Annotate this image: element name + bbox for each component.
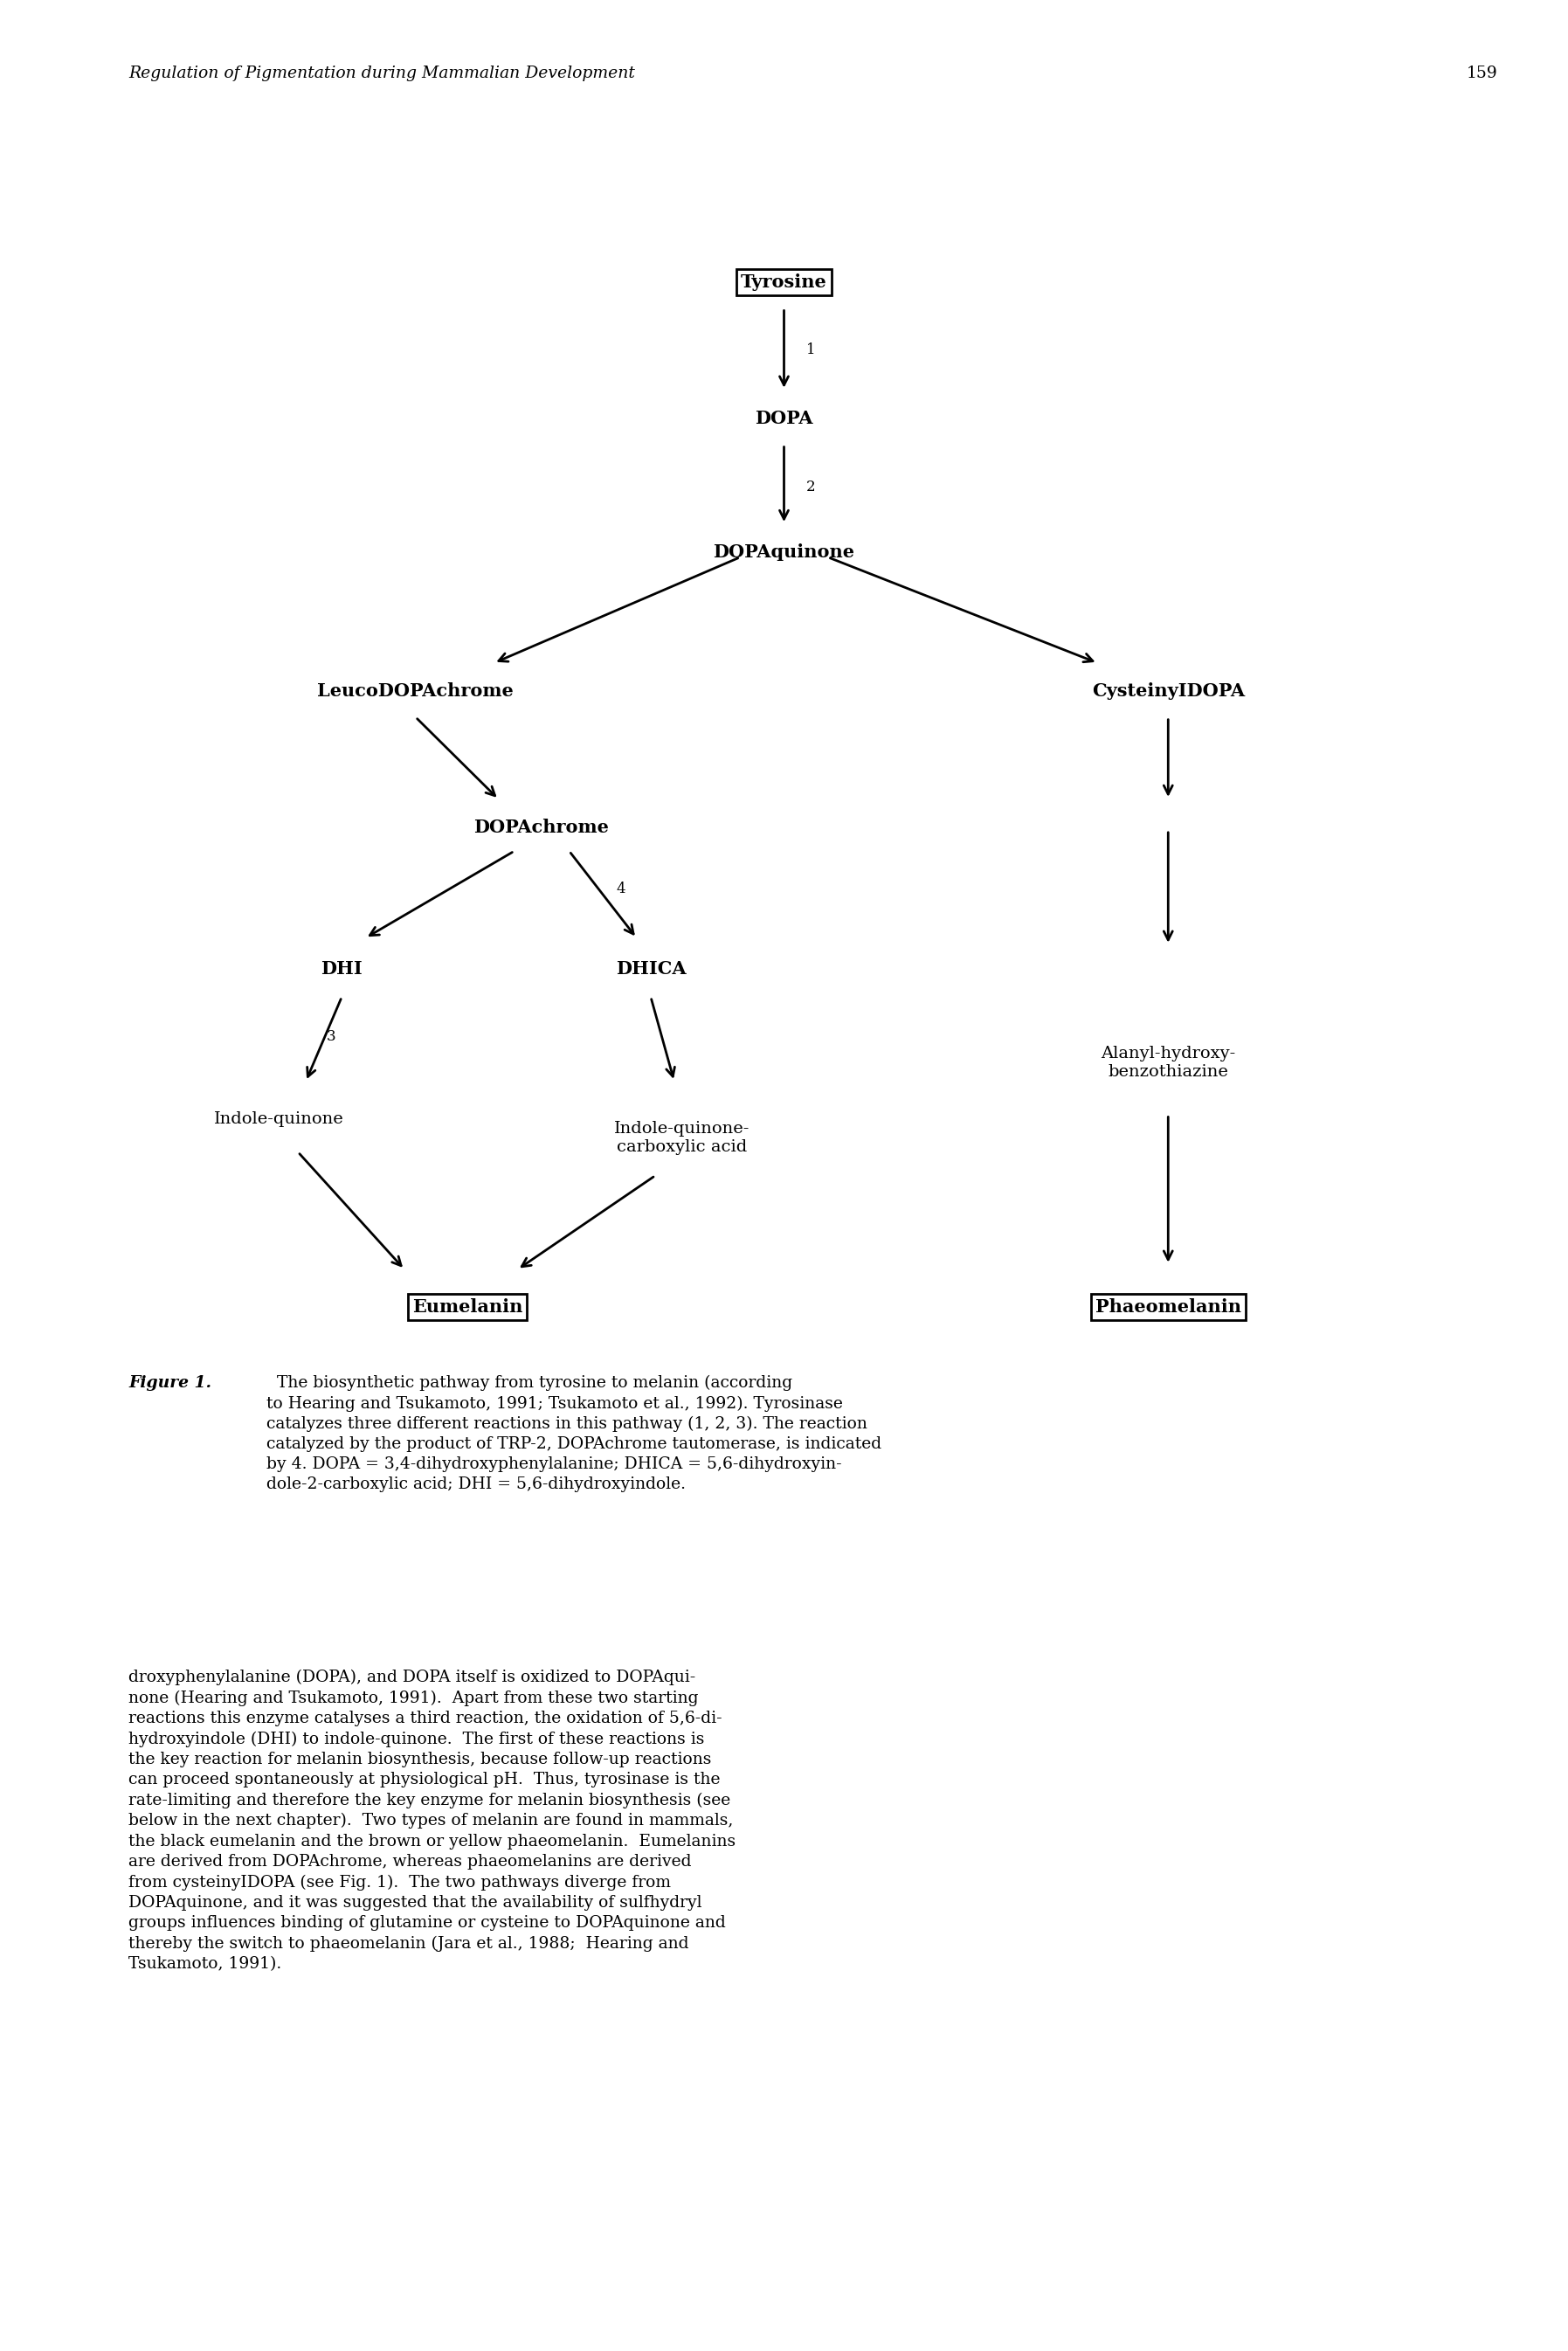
Text: The biosynthetic pathway from tyrosine to melanin (according
to Hearing and Tsuk: The biosynthetic pathway from tyrosine t… <box>267 1375 881 1493</box>
Text: Indole-quinone-
carboxylic acid: Indole-quinone- carboxylic acid <box>615 1121 750 1154</box>
Text: 2: 2 <box>806 480 815 494</box>
Text: Eumelanin: Eumelanin <box>412 1298 522 1317</box>
Text: 1: 1 <box>806 343 815 357</box>
Text: DHI: DHI <box>321 959 362 978</box>
Text: DHICA: DHICA <box>616 959 685 978</box>
Text: Indole-quinone: Indole-quinone <box>215 1112 343 1126</box>
Text: droxyphenylalanine (DOPA), and DOPA itself is oxidized to DOPAqui-
none (Hearing: droxyphenylalanine (DOPA), and DOPA itse… <box>129 1669 735 1972</box>
Text: Alanyl-hydroxy-
benzothiazine: Alanyl-hydroxy- benzothiazine <box>1101 1046 1236 1079</box>
Text: Regulation of Pigmentation during Mammalian Development: Regulation of Pigmentation during Mammal… <box>129 66 635 82</box>
Text: DOPA: DOPA <box>754 409 814 428</box>
Text: CysteinyIDOPA: CysteinyIDOPA <box>1091 682 1245 701</box>
Text: LeucoDOPAchrome: LeucoDOPAchrome <box>317 682 514 701</box>
Text: 159: 159 <box>1466 66 1497 82</box>
Text: Tyrosine: Tyrosine <box>740 273 828 292</box>
Text: Phaeomelanin: Phaeomelanin <box>1094 1298 1242 1317</box>
Text: DOPAchrome: DOPAchrome <box>474 818 608 837</box>
Text: 4: 4 <box>616 882 626 896</box>
Text: 3: 3 <box>326 1030 336 1044</box>
Text: Figure 1.: Figure 1. <box>129 1375 212 1392</box>
Text: DOPAquinone: DOPAquinone <box>713 543 855 562</box>
